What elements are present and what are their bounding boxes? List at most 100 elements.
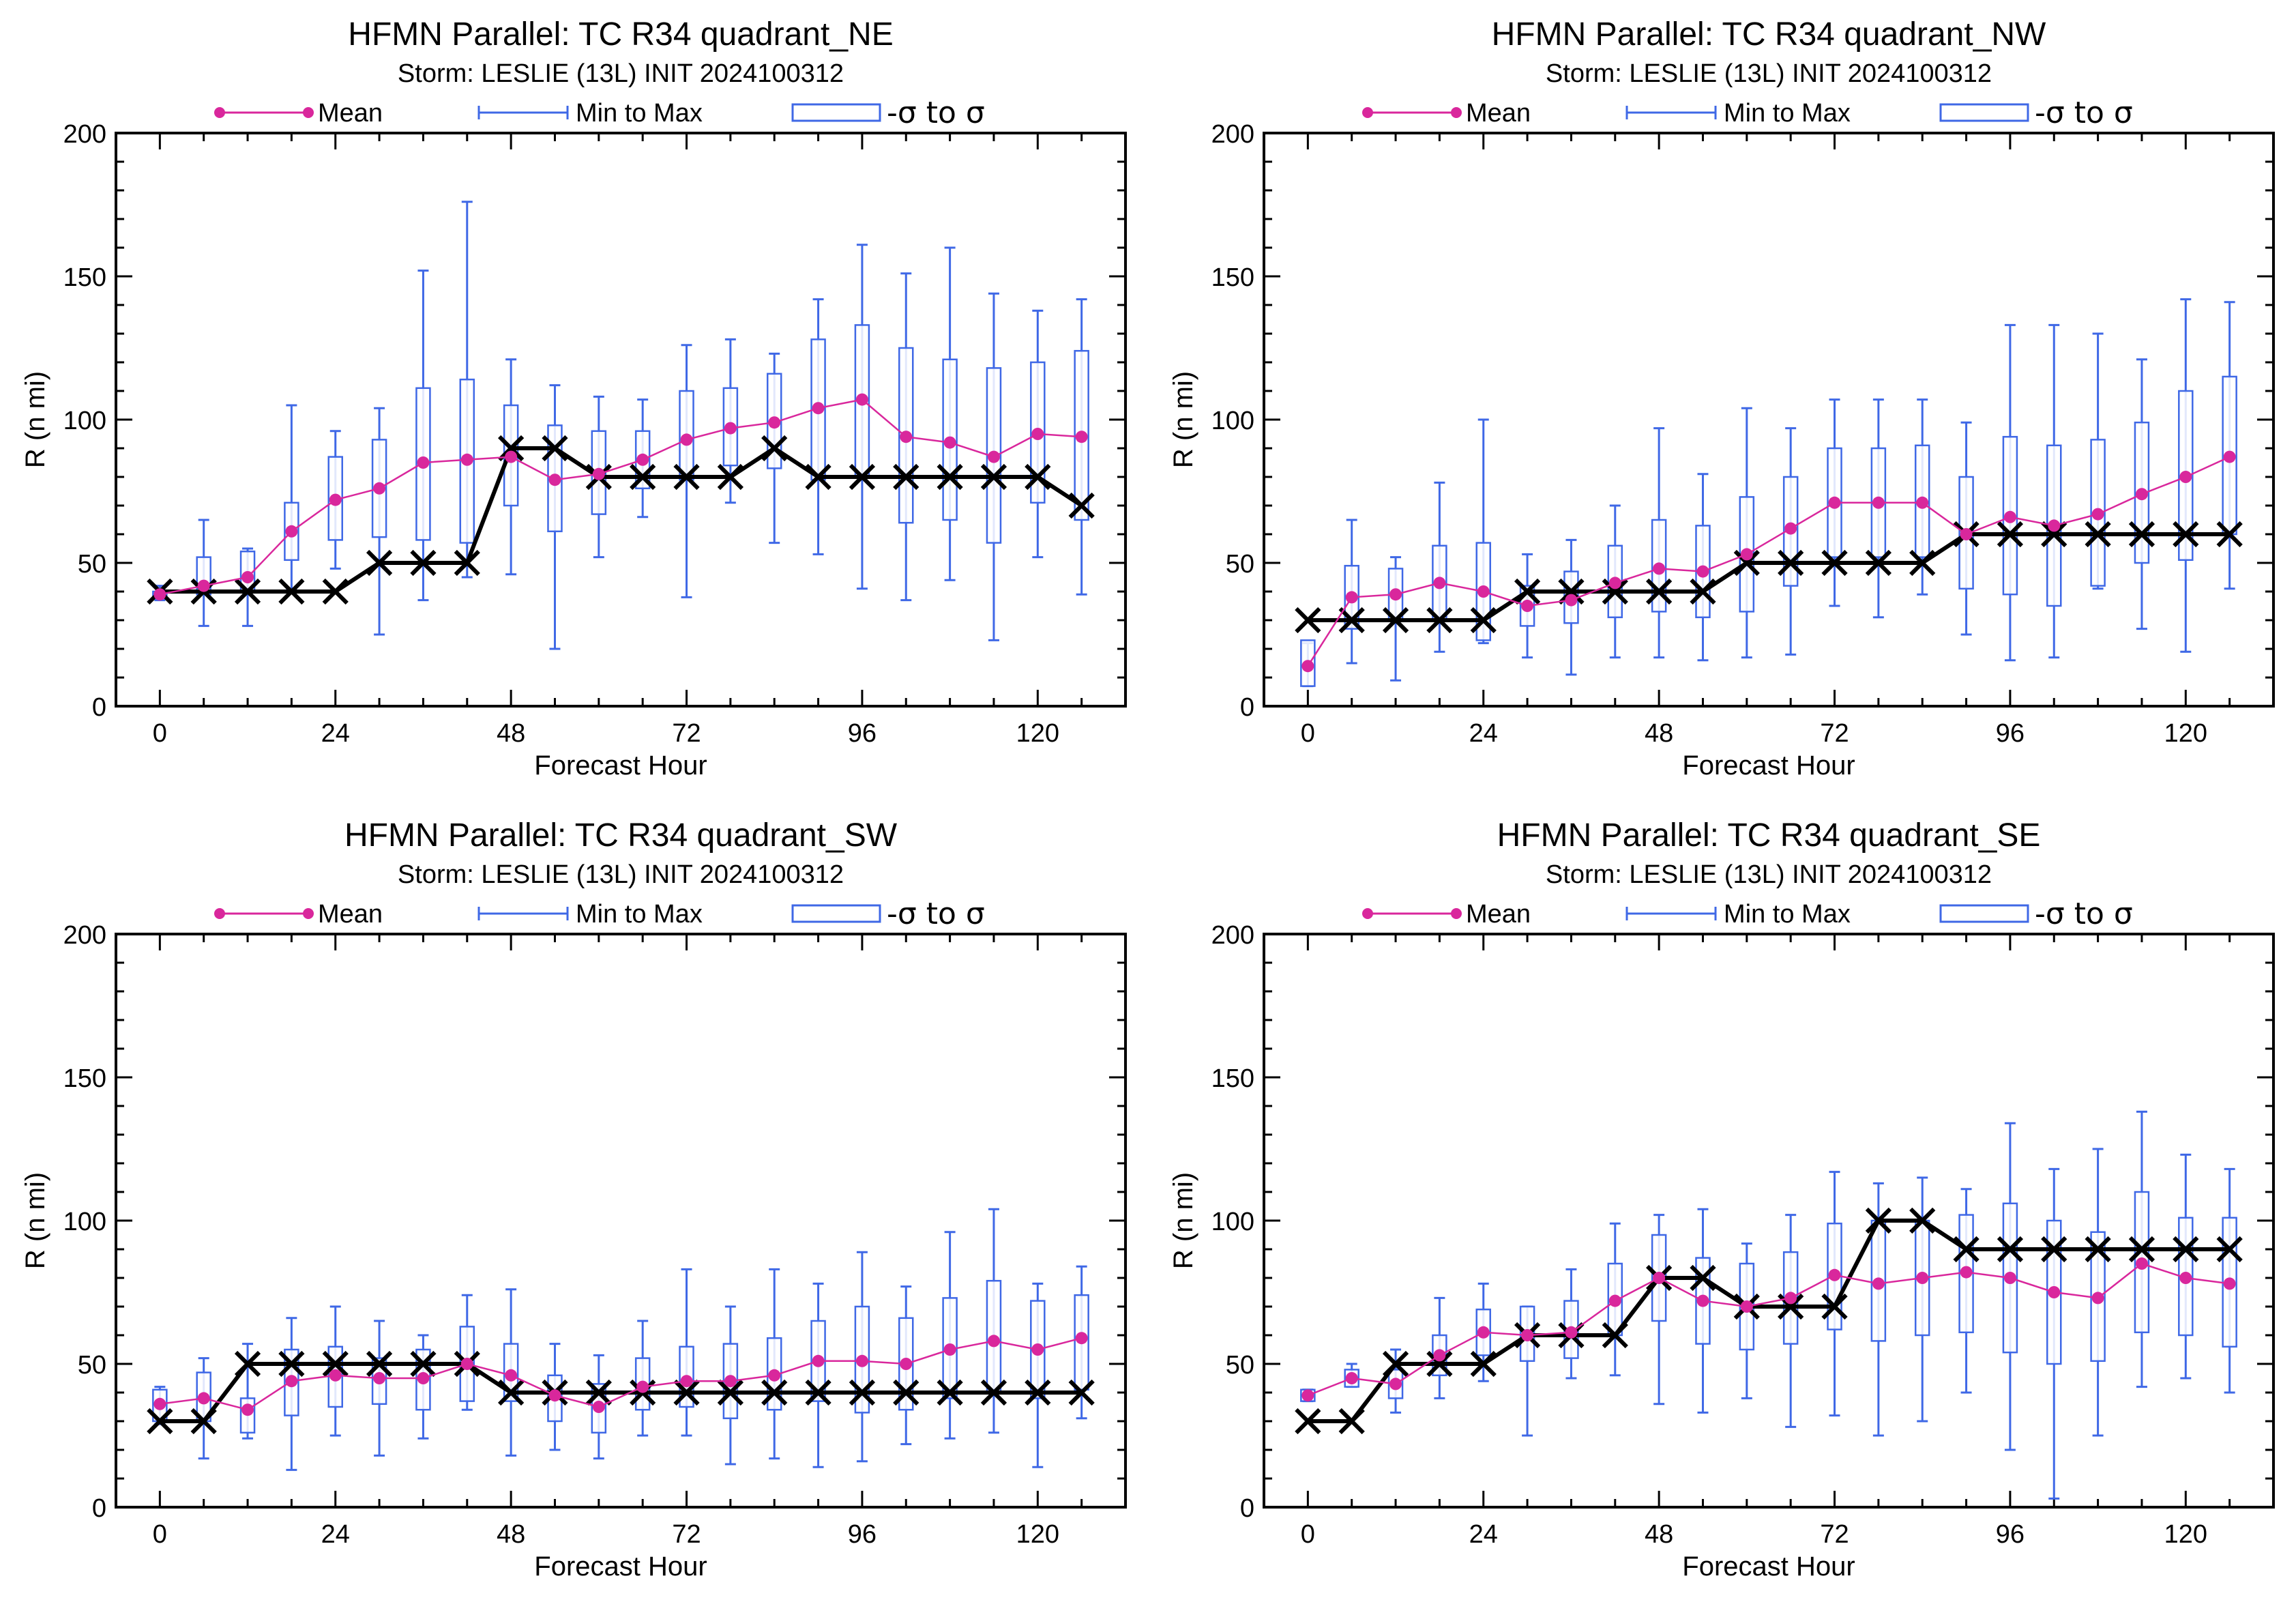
legend: Mean Min to Max -σ to σ bbox=[1362, 96, 2133, 130]
mean-point bbox=[1075, 431, 1088, 443]
mean-point bbox=[1784, 1292, 1797, 1305]
observed-x-stroke bbox=[630, 463, 656, 491]
mean-point bbox=[460, 453, 473, 466]
observed-x-stroke bbox=[1426, 1350, 1453, 1378]
mean-point bbox=[1828, 496, 1841, 509]
mean-point bbox=[460, 1358, 473, 1370]
mean-point bbox=[197, 579, 210, 592]
chart-panel-0: HFMN Parallel: TC R34 quadrant_NE Storm: … bbox=[20, 16, 1127, 781]
observed-x-marker bbox=[1602, 1322, 1628, 1349]
x-tick-label: 120 bbox=[2164, 719, 2207, 748]
mean-point bbox=[1828, 1268, 1841, 1281]
mean-point bbox=[724, 1375, 737, 1388]
plot-area-frame bbox=[115, 933, 1127, 1509]
observed-x-stroke bbox=[937, 1379, 963, 1406]
mean-point bbox=[812, 1354, 825, 1367]
x-tick-label: 120 bbox=[1016, 719, 1059, 748]
observed-x-stroke bbox=[1470, 607, 1497, 634]
legend-minmax-label: Min to Max bbox=[1724, 900, 1851, 929]
observed-x-stroke bbox=[1068, 1379, 1095, 1406]
y-axis-label: R (n mi) bbox=[1168, 1172, 1198, 1269]
observed-x-stroke bbox=[278, 578, 305, 605]
plot-area-frame bbox=[115, 132, 1127, 708]
observed-line bbox=[160, 1362, 1082, 1423]
y-tick-label: 50 bbox=[78, 550, 106, 579]
observed-x-marker bbox=[1068, 492, 1095, 519]
x-tick-label: 24 bbox=[321, 1520, 350, 1549]
mean-point bbox=[987, 1335, 1000, 1348]
observed-x-marker bbox=[1068, 1379, 1095, 1406]
mean-point bbox=[1301, 1389, 1314, 1402]
legend-mean-dot bbox=[1451, 107, 1462, 118]
observed-x-marker bbox=[585, 1379, 612, 1406]
legend-sigma-label: -σ to σ bbox=[887, 96, 985, 130]
mean-point bbox=[1345, 591, 1358, 604]
observed-x-stroke bbox=[673, 463, 700, 491]
observed-x-stroke bbox=[1997, 521, 2024, 548]
mean-point bbox=[636, 1380, 649, 1393]
observed-x-marker bbox=[1821, 549, 1848, 577]
chart-panel-2: HFMN Parallel: TC R34 quadrant_SW Storm: … bbox=[20, 817, 1127, 1582]
legend-sigma-label: -σ to σ bbox=[2035, 96, 2133, 130]
observed-x-stroke bbox=[2041, 1236, 2067, 1263]
observed-x-marker bbox=[980, 1379, 1007, 1406]
mean-point bbox=[2135, 1257, 2148, 1270]
x-tick-label: 72 bbox=[1820, 719, 1849, 748]
observed-x-marker bbox=[366, 1350, 393, 1378]
mean-point bbox=[1696, 565, 1709, 578]
observed-x-marker bbox=[366, 549, 393, 577]
observed-x-stroke bbox=[2216, 1236, 2243, 1263]
observed-x-stroke bbox=[234, 1350, 261, 1378]
observed-x-marker bbox=[410, 549, 437, 577]
observed-x-marker bbox=[1909, 549, 1936, 577]
legend-mean-label: Mean bbox=[1466, 99, 1531, 128]
x-axis-label: Forecast Hour bbox=[1682, 751, 1855, 781]
observed-x-marker bbox=[1470, 1350, 1497, 1378]
observed-x-marker bbox=[1025, 1379, 1051, 1406]
legend-sigma-box bbox=[1939, 103, 2029, 122]
observed-x-stroke bbox=[1953, 1236, 1979, 1263]
y-tick-label: 100 bbox=[63, 1208, 106, 1236]
mean-point bbox=[153, 588, 166, 601]
mean-point bbox=[812, 402, 825, 415]
observed-x-marker bbox=[937, 1379, 963, 1406]
mean-point bbox=[1477, 1326, 1490, 1339]
observed-x-stroke bbox=[2041, 521, 2067, 548]
observed-x-stroke bbox=[1821, 1293, 1848, 1320]
x-axis-label: Forecast Hour bbox=[534, 1552, 707, 1582]
legend-sigma-label: -σ to σ bbox=[2035, 897, 2133, 931]
mean-point bbox=[943, 436, 956, 449]
observed-x-marker bbox=[805, 463, 831, 491]
mean-point bbox=[548, 1389, 561, 1402]
observed-x-marker bbox=[893, 463, 919, 491]
y-tick-label: 0 bbox=[1240, 1494, 1254, 1523]
observed-x-stroke bbox=[1514, 578, 1541, 605]
y-tick-label: 150 bbox=[63, 1064, 106, 1093]
mean-point bbox=[2048, 1286, 2061, 1298]
observed-x-stroke bbox=[1865, 1207, 1892, 1234]
observed-x-marker bbox=[190, 1408, 217, 1435]
mean-point bbox=[943, 1343, 956, 1356]
observed-x-stroke bbox=[717, 463, 744, 491]
mean-point bbox=[373, 482, 386, 495]
observed-line bbox=[160, 446, 1083, 594]
y-axis-label: R (n mi) bbox=[20, 1172, 50, 1269]
y-tick-label: 0 bbox=[92, 693, 106, 722]
observed-x-marker bbox=[454, 549, 480, 577]
mean-point bbox=[855, 393, 868, 406]
observed-x-stroke bbox=[322, 578, 349, 605]
mean-point bbox=[2003, 1272, 2016, 1284]
observed-x-stroke bbox=[1295, 1408, 1321, 1435]
mean-point bbox=[768, 416, 781, 429]
observed-x-stroke bbox=[1865, 549, 1892, 577]
mean-point bbox=[505, 450, 518, 463]
mean-point bbox=[1740, 548, 1753, 561]
legend-mean-label: Mean bbox=[318, 99, 383, 128]
mean-point bbox=[417, 456, 430, 469]
mean-point bbox=[1872, 1277, 1885, 1290]
mean-line bbox=[160, 1337, 1082, 1411]
observed-x-stroke bbox=[454, 549, 480, 577]
observed-x-stroke bbox=[366, 549, 393, 577]
x-tick-label: 120 bbox=[1016, 1520, 1059, 1549]
mean-point bbox=[2091, 1292, 2104, 1305]
